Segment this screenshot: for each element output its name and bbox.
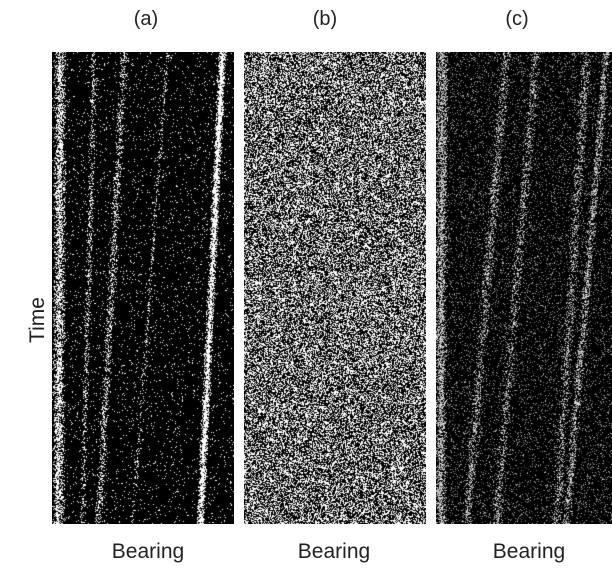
image-panel-c [436,52,612,524]
image-panel-a [52,52,234,524]
panel-label-a: (a) [133,8,159,30]
panel-label-b: (b) [312,8,338,30]
image-panel-b [244,52,426,524]
panel-label-c: (c) [505,8,529,30]
x-axis-label-c: Bearing [492,540,566,563]
x-axis-label-a: Bearing [111,540,185,563]
y-axis-label: Time [26,297,49,343]
x-axis-label-b: Bearing [297,540,371,563]
